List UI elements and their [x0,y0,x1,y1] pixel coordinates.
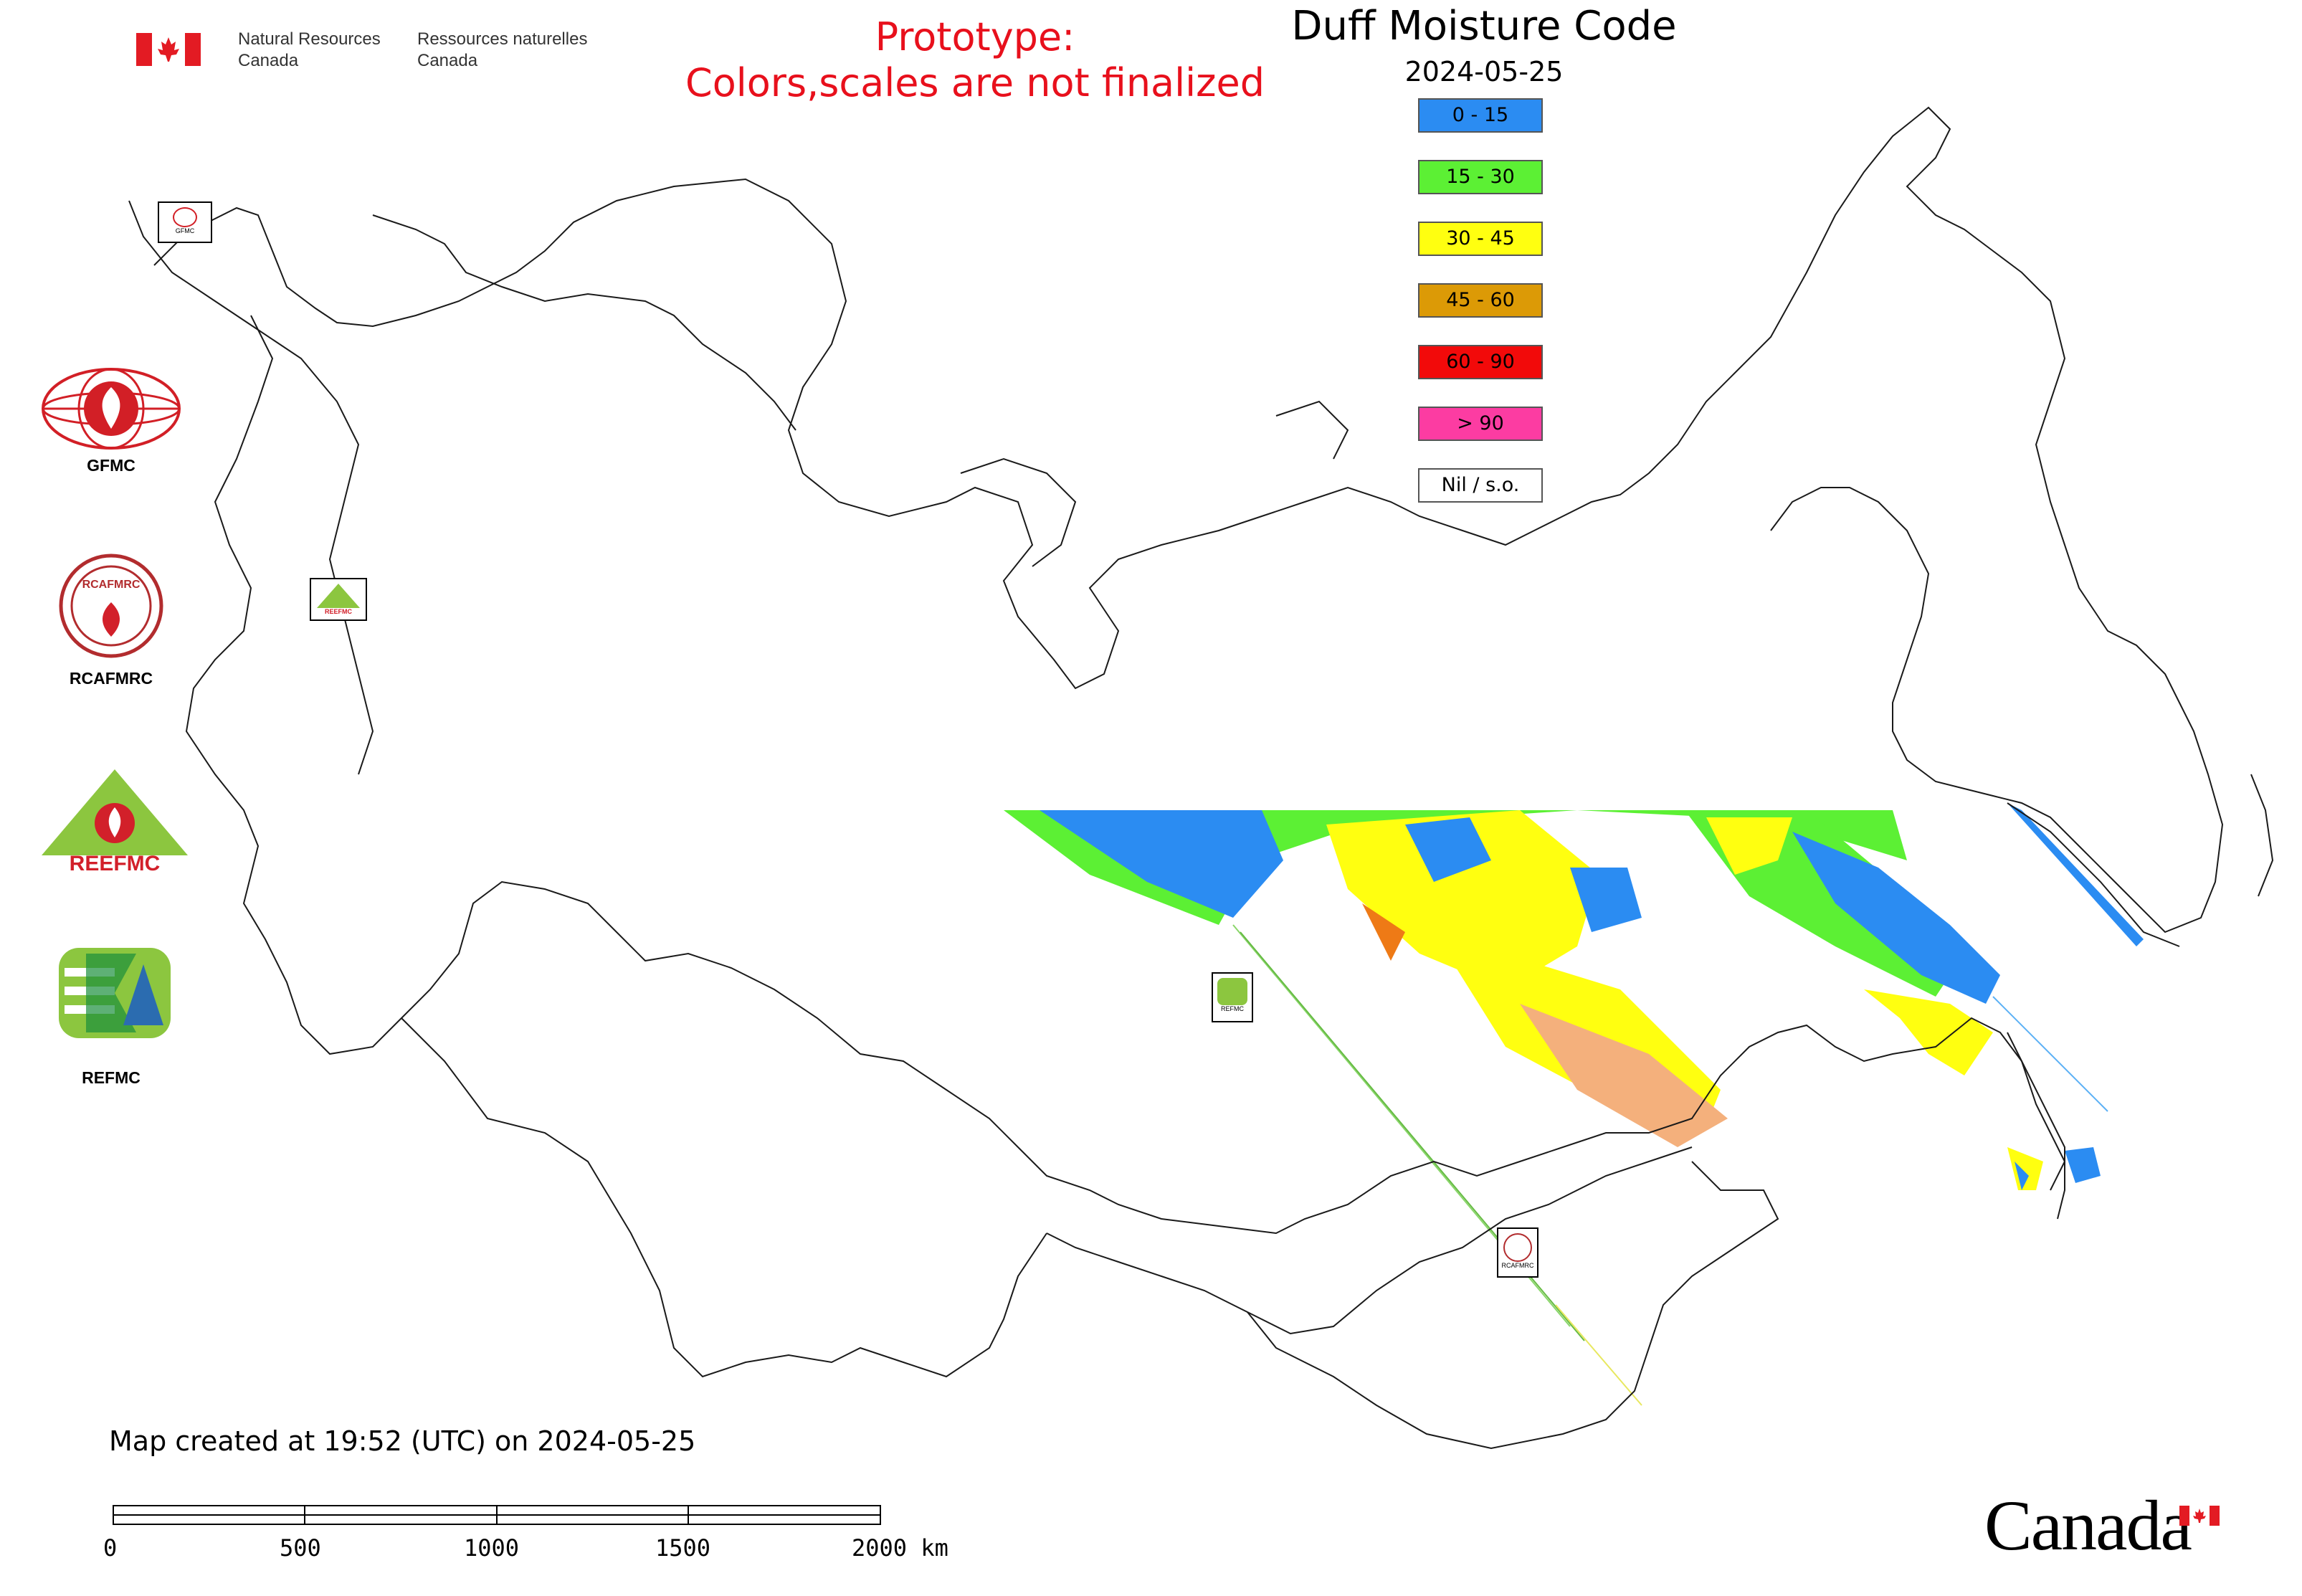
marker-label: GFMC [175,227,195,234]
prototype-notice: Prototype: Colors,scales are not finaliz… [685,14,1265,105]
legend-item: 0 - 15 [1418,98,1543,133]
legend-item: 45 - 60 [1418,283,1543,318]
canada-wordmark: Canada [1984,1486,2192,1565]
canada-flag-icon [136,33,201,66]
dmc-data-swath [955,803,2144,1406]
org-label: REFMC [82,1068,141,1087]
gfmc-marker-icon [173,207,197,227]
legend-item: Nil / s.o. [1418,468,1543,503]
refmc-logo-icon [59,948,171,1038]
scale-label: 2000 km [852,1534,948,1562]
map-title: Duff Moisture Code [1291,3,1677,49]
legend-item: 30 - 45 [1418,222,1543,256]
scale-label: 500 [280,1534,321,1562]
refmc-marker-icon [1217,978,1247,1005]
map-marker[interactable]: REFMC [1212,972,1253,1022]
reefmc-marker-icon [317,584,360,608]
map-marker[interactable]: REEFMC [310,578,367,621]
wordmark-flag-icon [2179,1506,2220,1526]
department-name-fr: Ressources naturelles Canada [417,29,588,70]
map-creation-text: Map created at 19:52 (UTC) on 2024-05-25 [109,1425,696,1457]
department-name-en: Natural Resources Canada [238,29,381,70]
map-marker[interactable]: GFMC [158,201,212,243]
gfmc-logo-icon [42,368,181,450]
org-label: RCAFMRC [69,669,153,688]
reefmc-logo-text: REEFMC [70,852,161,873]
scale-bar [113,1505,881,1525]
rcafmrc-marker-icon [1503,1233,1532,1262]
reefmc-logo-icon: REEFMC [42,769,188,873]
scale-label: 1000 [464,1534,520,1562]
map-date: 2024-05-25 [1404,56,1564,87]
country-outlines [128,106,2274,1450]
map-marker[interactable]: RCAFMRC [1497,1227,1538,1278]
rcafmrc-logo-text: RCAFMRC [82,579,141,591]
marker-label: RCAFMRC [1501,1262,1534,1269]
legend-item: > 90 [1418,407,1543,441]
legend-item: 60 - 90 [1418,345,1543,379]
marker-label: REEFMC [325,608,352,615]
scale-label: 0 [103,1534,118,1562]
scale-label: 1500 [655,1534,711,1562]
legend-item: 15 - 30 [1418,160,1543,194]
marker-label: REFMC [1221,1005,1244,1012]
nrcan-signature: Natural Resources Canada Ressources natu… [136,27,638,77]
org-label: GFMC [87,456,135,475]
rcafmrc-logo-icon: RCAFMRC [59,554,163,658]
